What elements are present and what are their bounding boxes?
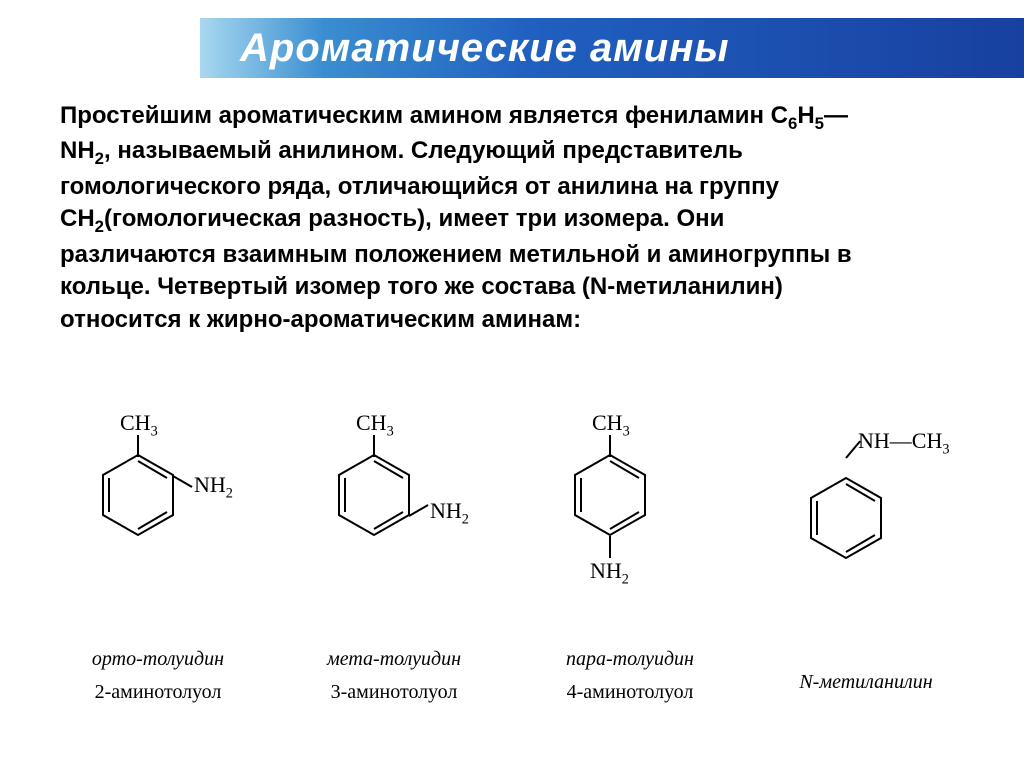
bond <box>373 435 375 457</box>
benzene-ring <box>811 478 881 558</box>
name-italic: N-метиланилин <box>799 671 932 694</box>
nh2-label: NH2 <box>430 498 469 528</box>
drawing-meta: CH3 NH2 <box>304 410 484 630</box>
name-italic: орто-толуидин <box>92 648 224 671</box>
drawing-para: CH3 NH2 <box>540 410 720 630</box>
sub6: 6 <box>788 114 797 133</box>
name-plain: 4-аминотолуол <box>567 681 694 704</box>
bond <box>409 504 429 517</box>
bond <box>173 475 193 488</box>
nhch3-label: NH—CH3 <box>858 428 950 458</box>
line6: кольце. Четвертый изомер того же состава… <box>60 273 783 300</box>
drawing-nmethyl: NH—CH3 <box>776 433 956 653</box>
line7: относится к жирно-ароматическим аминам: <box>60 306 581 333</box>
name-plain: 3-аминотолуол <box>331 681 458 704</box>
line2b: , называемый анилином. Следующий предста… <box>104 137 743 164</box>
benzene-ring <box>339 455 409 535</box>
structures-row: CH3 NH2 орто-толуидин 2-аминотолуол CH3 <box>40 410 984 704</box>
sub2a: 2 <box>95 149 104 168</box>
sub2b: 2 <box>95 217 104 236</box>
nh2-label: NH2 <box>194 472 233 502</box>
drawing-ortho: CH3 NH2 <box>68 410 248 630</box>
name-italic: пара-толуидин <box>566 648 694 671</box>
molecule-meta: CH3 NH2 мета-толуидин 3-аминотолуол <box>284 410 504 704</box>
line1c: — <box>824 102 848 129</box>
line2a: NH <box>60 137 95 164</box>
benzene-ring <box>103 455 173 535</box>
molecule-nmethyl: NH—CH3 N-метиланилин <box>756 433 976 704</box>
benzene-ring <box>575 455 645 535</box>
title-bar: Ароматические амины <box>200 18 1024 78</box>
line4b: (гомологическая разность), имеет три изо… <box>104 205 724 232</box>
body-paragraph: Простейшим ароматическим амином является… <box>60 100 964 336</box>
nh2-label: NH2 <box>590 558 629 588</box>
bond <box>137 435 139 457</box>
line5: различаются взаимным положением метильно… <box>60 241 852 268</box>
line1a: Простейшим ароматическим амином является… <box>60 102 788 129</box>
line4a: CH <box>60 205 95 232</box>
line1b: H <box>797 102 814 129</box>
slide-title: Ароматические амины <box>240 26 730 71</box>
line3: гомологического ряда, отличающийся от ан… <box>60 173 779 200</box>
name-italic: мета-толуидин <box>327 648 461 671</box>
molecule-para: CH3 NH2 пара-толуидин 4-аминотолуол <box>520 410 740 704</box>
bond <box>609 435 611 457</box>
bond <box>609 536 611 558</box>
sub5: 5 <box>815 114 824 133</box>
molecule-ortho: CH3 NH2 орто-толуидин 2-аминотолуол <box>48 410 268 704</box>
name-plain: 2-аминотолуол <box>95 681 222 704</box>
